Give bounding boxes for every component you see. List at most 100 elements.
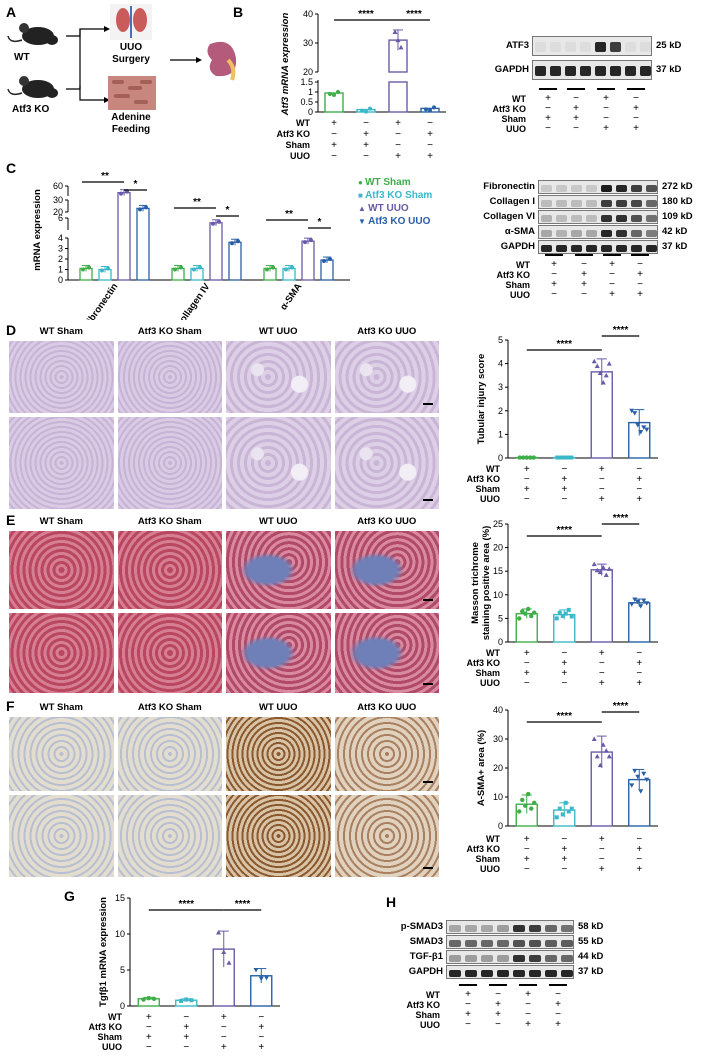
data-point [230,241,234,246]
blot-band [615,244,628,252]
blot-band [540,184,553,192]
blot-band [555,229,568,237]
micrograph-image [116,794,223,878]
cond-sign: + [146,1032,152,1043]
blot-band [630,199,643,207]
cond-sign: − [561,494,567,505]
panel-label-a: A [6,4,17,20]
micrograph-image [8,716,115,792]
cond-sign: − [555,989,561,1000]
cond-sign: − [551,289,557,300]
blot-band [645,214,658,222]
panel-label-f: F [6,698,15,714]
cond-sign: + [524,484,530,495]
blot-band [448,924,462,932]
data-point [217,219,221,224]
cond-sign: − [599,844,605,855]
legend-item: ▼ Atf3 KO UUO [358,215,478,228]
cond-sign: − [561,864,567,875]
data-point [638,604,644,609]
blot-strip [446,965,574,979]
category-label: α-SMA [278,281,304,312]
cond-sign: − [495,1019,501,1030]
cond-sign: + [599,834,605,845]
data-point [198,265,202,270]
mouse-icon-wt [7,23,58,45]
cond-sign: + [258,1042,264,1053]
blot-band [549,66,562,76]
cond-sign: − [603,103,609,114]
cond-sign: + [524,464,530,475]
data-point [521,455,526,460]
cond-sign: − [636,648,642,659]
scale-bar [423,867,433,869]
micrograph-title: WT Sham [39,326,83,337]
blot-band [564,42,577,52]
cond-sign: − [636,484,642,495]
lane-group-line [631,254,649,256]
blot-protein-label: Collagen I [489,196,535,207]
y-tick-label: 1.5 [300,77,313,87]
cond-sign: + [427,129,433,140]
data-point [560,614,565,619]
cond-sign: − [146,1042,152,1053]
blot-band [448,969,462,977]
sig-label: **** [556,711,572,722]
blot-band [555,199,568,207]
y-tick-label: 10 [115,929,125,939]
cond-sign: − [636,668,642,679]
cond-sign: − [495,989,501,1000]
cond-sign: − [637,259,643,270]
micrograph-image [225,794,332,878]
scale-bar [423,499,433,501]
y-tick-label: 1 [308,87,313,97]
cond-sign: − [609,279,615,290]
cond-label: Atf3 KO [467,844,501,854]
cond-sign: + [637,289,643,300]
data-point [144,205,148,210]
blot-band [630,244,643,252]
y-tick-label: 20 [53,207,63,217]
cond-sign: − [633,113,639,124]
cond-sign: − [525,999,531,1010]
y-tick-label: 20 [493,763,503,773]
cond-sign: − [561,678,567,689]
data-point [265,267,269,272]
blot-strip [538,180,658,194]
data-point [529,613,534,619]
data-point [597,370,603,376]
mouse-icon-ko [7,76,58,98]
cond-sign: + [599,648,605,659]
data-point [591,358,597,364]
data-point [179,998,183,1003]
blot-band [630,229,643,237]
cond-sign: + [636,844,642,855]
data-point [569,806,574,811]
blot-band [528,939,542,947]
blot-band [480,939,494,947]
blot-band [585,199,598,207]
data-point [424,107,428,112]
blot-band [512,924,526,932]
blot-band [630,214,643,222]
cond-sign: + [555,999,561,1010]
sig-label: * [318,217,322,228]
data-point [524,455,529,460]
lane-group-line [489,984,507,986]
legend-marker-icon: ■ [358,191,366,200]
blot-strip [446,935,574,949]
panel-c-legend: ● WT Sham ■ Atf3 KO Sham ▲ WT UUO ▼ Atf3 KO… [358,176,478,228]
cond-label: WT [512,94,526,104]
bar [136,207,150,281]
blot-band [639,66,652,76]
micrograph-image [333,530,440,610]
cond-sign: − [465,1019,471,1030]
cond-label: UUO [480,678,500,688]
cond-sign: + [561,658,567,669]
data-point [632,411,638,416]
blot-band [512,954,526,962]
schematic-surgery-label: UUO Surgery [112,42,150,65]
cond-sign: + [637,269,643,280]
data-point [641,425,647,430]
